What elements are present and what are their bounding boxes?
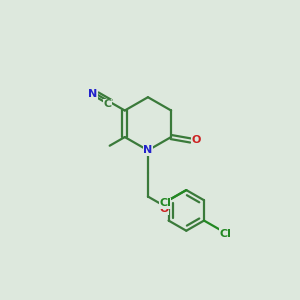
Text: C: C: [103, 100, 112, 110]
Text: O: O: [160, 204, 169, 214]
Text: O: O: [192, 136, 201, 146]
Text: N: N: [143, 145, 153, 155]
Text: N: N: [88, 89, 98, 99]
Text: Cl: Cl: [159, 198, 171, 208]
Text: Cl: Cl: [220, 229, 232, 239]
